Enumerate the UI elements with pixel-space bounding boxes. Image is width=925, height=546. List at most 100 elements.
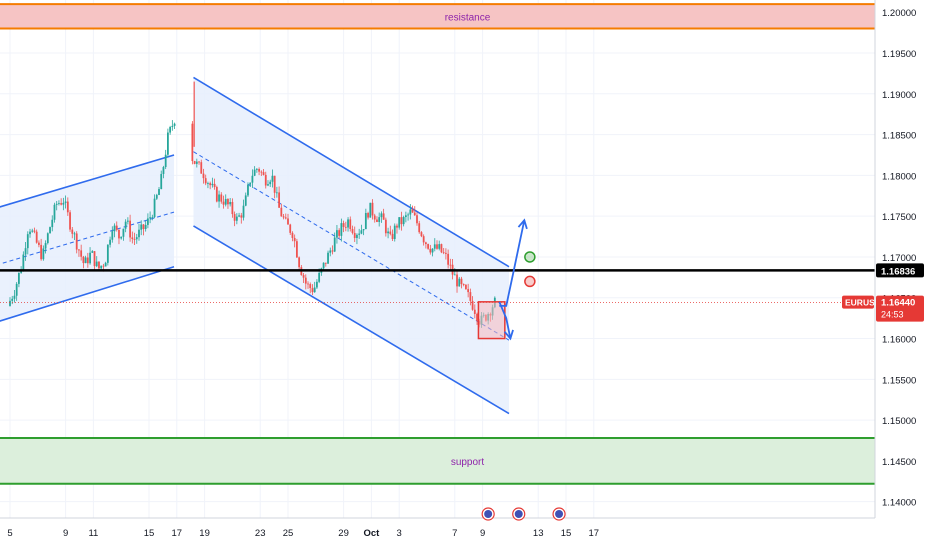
candle xyxy=(135,233,138,244)
candle-body xyxy=(347,219,349,228)
candle xyxy=(111,226,114,243)
candle xyxy=(460,276,463,289)
bearish-arrow[interactable] xyxy=(498,301,512,339)
candle-body xyxy=(465,284,467,290)
candle xyxy=(449,258,452,270)
candle xyxy=(49,226,51,234)
candle xyxy=(420,231,423,238)
price-tick-label: 1.15000 xyxy=(882,416,916,427)
time-tick-label: 13 xyxy=(533,528,544,539)
candle-body xyxy=(15,283,18,296)
candle-body xyxy=(235,216,238,221)
candle-body xyxy=(71,229,74,234)
candle xyxy=(258,167,260,176)
up-channel-upper-line[interactable] xyxy=(0,154,175,208)
candle xyxy=(333,232,336,253)
candle xyxy=(109,236,111,248)
candle xyxy=(149,211,152,224)
candle xyxy=(240,212,243,224)
price-tick-label: 1.18000 xyxy=(882,171,916,182)
candle-body xyxy=(42,248,45,260)
candle-body xyxy=(104,262,107,267)
candle-body xyxy=(111,231,114,240)
candle xyxy=(31,228,34,233)
candle xyxy=(51,215,54,232)
red-signal-dot[interactable] xyxy=(524,275,536,288)
candle-body xyxy=(318,272,321,282)
candle xyxy=(131,231,134,244)
candle-body xyxy=(13,295,16,299)
candle-body xyxy=(200,162,203,174)
candle-body xyxy=(29,231,31,235)
candle-body xyxy=(471,300,474,310)
down-channel-mid-line xyxy=(193,151,510,341)
up-channel-lower-line[interactable] xyxy=(0,265,175,322)
candle-body xyxy=(387,231,389,234)
candle-body xyxy=(396,225,398,228)
down-channel-upper-line[interactable] xyxy=(193,76,510,268)
candle-body xyxy=(460,278,463,285)
price-tick-label: 1.14000 xyxy=(882,498,916,509)
candle-body xyxy=(80,250,83,257)
candle xyxy=(384,217,387,237)
candle-body xyxy=(218,194,220,202)
candle-body xyxy=(407,214,409,216)
candle xyxy=(302,273,305,284)
candle-body xyxy=(447,253,450,265)
candle xyxy=(336,224,338,244)
candle xyxy=(373,213,376,223)
candle xyxy=(458,276,461,287)
price-tick-label: 1.19500 xyxy=(882,49,916,60)
candle-body xyxy=(427,244,430,249)
green-signal-dot[interactable] xyxy=(524,251,536,263)
candle-body xyxy=(271,175,274,182)
candle xyxy=(124,219,127,233)
candle-body xyxy=(309,284,312,289)
candle-body xyxy=(202,173,205,179)
candle-body xyxy=(224,199,227,205)
highlight-box[interactable] xyxy=(477,301,506,340)
candle xyxy=(158,187,160,196)
level-price-tag xyxy=(876,263,924,278)
candle-body xyxy=(429,248,432,253)
candle-body xyxy=(75,233,78,250)
candle-body xyxy=(209,183,212,186)
candle xyxy=(313,281,316,293)
candle xyxy=(71,226,74,239)
candle-body xyxy=(249,182,252,185)
candle xyxy=(382,208,385,220)
candle-body xyxy=(35,231,38,243)
candle-body xyxy=(360,230,363,234)
candle-body xyxy=(413,212,416,216)
candle xyxy=(249,182,252,187)
candle xyxy=(120,236,123,240)
candle xyxy=(380,211,383,223)
candle-body xyxy=(169,127,172,133)
candle-body xyxy=(255,169,258,170)
bullish-arrow[interactable] xyxy=(499,220,526,307)
candle xyxy=(220,192,223,204)
candle xyxy=(35,229,38,244)
candle-body xyxy=(69,212,71,230)
candle-body xyxy=(140,224,143,230)
candle-body xyxy=(295,241,298,258)
time-tick-label: 23 xyxy=(255,528,266,539)
candle xyxy=(29,228,31,238)
candle-body xyxy=(167,132,169,155)
candle-body xyxy=(251,175,254,183)
candle-body xyxy=(327,252,329,264)
candle-body xyxy=(456,274,458,287)
candle-body xyxy=(269,181,272,185)
candle xyxy=(122,228,125,241)
candle-body xyxy=(82,256,85,264)
candle-body xyxy=(367,212,369,218)
candle xyxy=(273,175,276,199)
candle xyxy=(106,244,109,266)
candle xyxy=(262,168,265,176)
down-channel-lower-line[interactable] xyxy=(193,225,510,415)
candle xyxy=(204,174,207,186)
time-tick-label: 15 xyxy=(561,528,572,539)
candle xyxy=(160,170,163,190)
